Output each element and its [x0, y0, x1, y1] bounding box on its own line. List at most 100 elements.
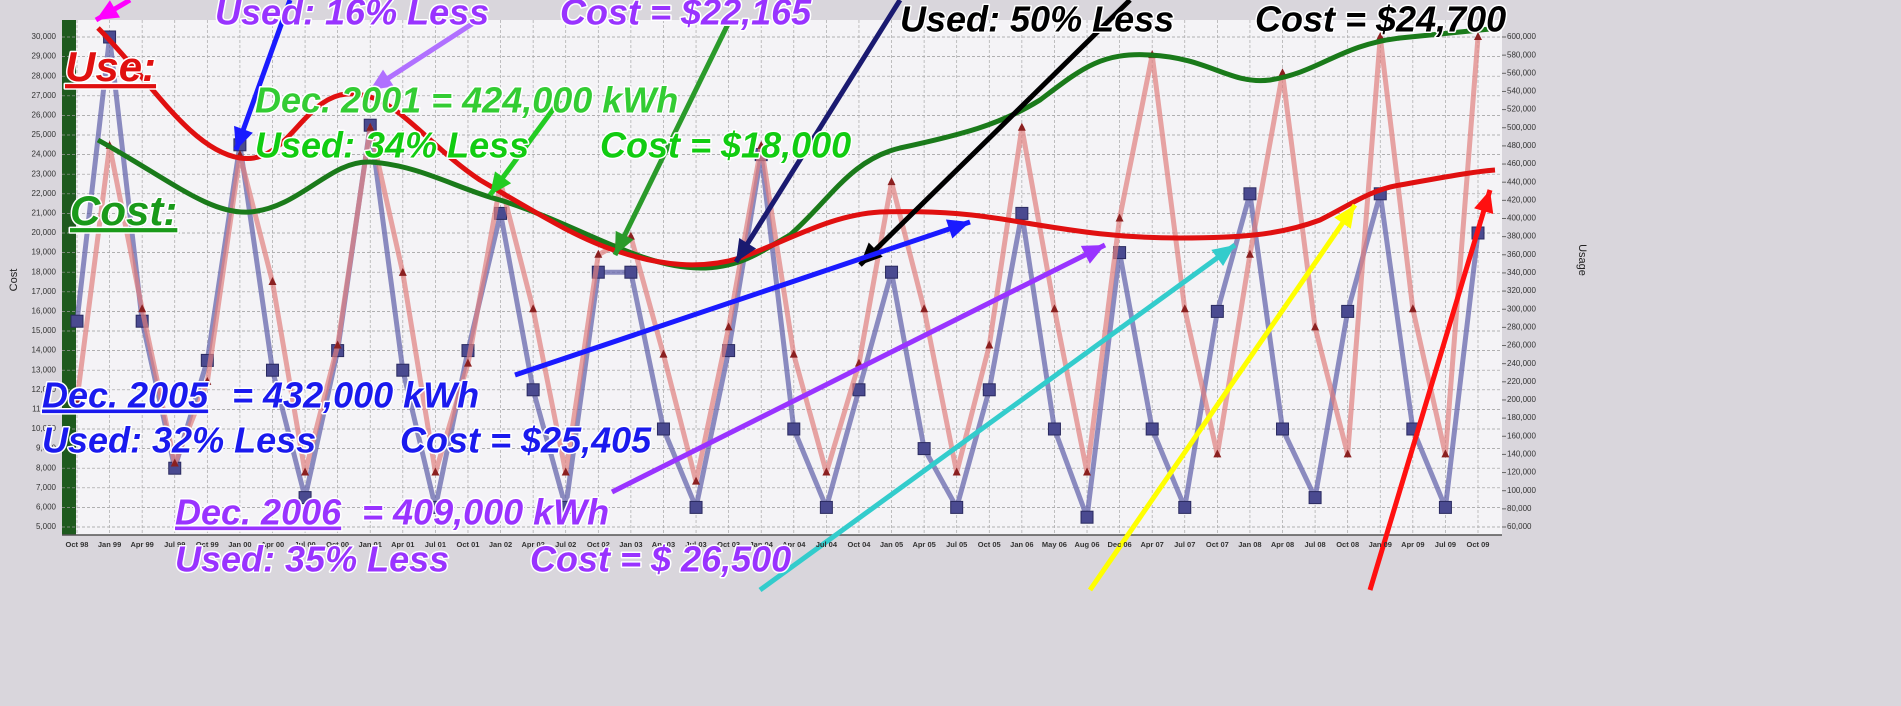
y2-tick-label: 520,000: [1507, 105, 1536, 114]
point: [1145, 422, 1159, 436]
x-tick-label: Aug 06: [1075, 540, 1100, 549]
point: [561, 467, 570, 476]
y2-tick-label: 160,000: [1507, 431, 1536, 440]
y2-tick-label: 260,000: [1507, 341, 1536, 350]
x-tick-label: Jan 06: [1010, 540, 1033, 549]
x-tick-label: Jul 00: [294, 540, 315, 549]
y-tick-label: 9,000: [36, 444, 57, 453]
point: [1050, 304, 1059, 313]
y2-tick-label: 540,000: [1507, 87, 1536, 96]
arrow: [1087, 203, 1358, 592]
x-tick-label: Jul 02: [555, 540, 576, 549]
point: [656, 422, 670, 436]
point: [1180, 304, 1189, 313]
y2-tick-label: 120,000: [1507, 468, 1536, 477]
arrow-head: [370, 69, 394, 90]
point: [689, 500, 703, 514]
point: [885, 265, 899, 279]
annotation: Used: 16% Less: [215, 0, 489, 33]
y2-tick-label: 100,000: [1507, 486, 1536, 495]
point: [1083, 467, 1092, 476]
point: [1311, 322, 1320, 331]
arrow-head: [1211, 245, 1235, 267]
annotation: Used: 35% Less: [175, 539, 449, 580]
point: [526, 383, 540, 397]
x-tick-label: Jul 99: [164, 540, 185, 549]
cost-trend: [96, 25, 1501, 271]
annotation: Cost:: [70, 187, 177, 234]
y2-tick-label: 440,000: [1507, 177, 1536, 186]
annotation: Dec. 2001 = 424,000 kWh: [255, 80, 678, 121]
point: [203, 376, 212, 385]
point: [1408, 304, 1417, 313]
y-axis-title: Cost: [8, 269, 20, 292]
point: [917, 442, 931, 456]
arrow: [758, 242, 1237, 593]
annotation: Used: 50% Less: [900, 0, 1174, 40]
point: [789, 349, 798, 358]
x-tick-label: Jan 02: [489, 540, 512, 549]
x-tick-label: May 06: [1042, 540, 1067, 549]
x-tick-label: Jan 03: [619, 540, 642, 549]
y2-tick-label: 560,000: [1507, 68, 1536, 77]
y-tick-label: 12,000: [32, 385, 57, 394]
x-tick-label: Apr 99: [130, 540, 153, 549]
x-tick-label: Oct 03: [717, 540, 740, 549]
y-tick-label: 7,000: [36, 483, 57, 492]
left-band: [62, 20, 76, 535]
x-tick-label: Oct 07: [1206, 540, 1229, 549]
x-tick-label: Jan 04: [750, 540, 774, 549]
y-tick-label: 26,000: [32, 111, 57, 120]
y-tick-label: 17,000: [32, 287, 57, 296]
annotation: Cost = $25,405: [400, 420, 652, 461]
y2-tick-label: 300,000: [1507, 304, 1536, 313]
point: [268, 277, 277, 285]
y2-tick-label: 180,000: [1507, 413, 1536, 422]
y2-tick-label: 320,000: [1507, 286, 1536, 295]
arrow: [610, 242, 1107, 495]
arrow-head: [1334, 205, 1355, 229]
y-tick-label: 29,000: [32, 52, 57, 61]
x-tick-label: Jul 07: [1174, 540, 1195, 549]
x-tick-label: Oct 04: [847, 540, 871, 549]
point: [819, 500, 833, 514]
y-tick-label: 13,000: [32, 365, 57, 374]
x-tick-label: Oct 05: [978, 540, 1001, 549]
x-tick-label: Oct 08: [1336, 540, 1359, 549]
x-tick-label: Jan 00: [228, 540, 251, 549]
x-tick-label: Oct 99: [196, 540, 219, 549]
y-tick-label: 20,000: [32, 228, 57, 237]
y-tick-label: 5,000: [36, 522, 57, 531]
y2-tick-label: 280,000: [1507, 322, 1536, 331]
x-tick-label: Apr 01: [391, 540, 414, 549]
y2-tick-label: 500,000: [1507, 123, 1536, 132]
y-tick-label: 23,000: [32, 169, 57, 178]
point: [1115, 213, 1124, 222]
point: [298, 491, 312, 505]
annotation: Use:: [65, 43, 156, 90]
annotation: Dec. 2006: [175, 492, 342, 533]
x-tick-label: Oct 02: [587, 540, 610, 549]
point: [1438, 500, 1452, 514]
point: [1015, 206, 1029, 220]
point: [431, 467, 440, 476]
annotation: = 409,000 kWh: [362, 492, 609, 533]
x-tick-label: Jan 99: [98, 540, 121, 549]
x-tick-label: Oct 00: [326, 540, 349, 549]
labels: Cost Usage 5,000 6,000 7,000 8,000 9,000 10,0…: [8, 32, 1588, 549]
point: [985, 340, 994, 349]
x-tick-label: Apr 04: [782, 540, 806, 549]
y-tick-label: 15,000: [32, 326, 57, 335]
y2-tick-label: 380,000: [1507, 232, 1536, 241]
point: [170, 458, 179, 467]
point: [428, 500, 442, 514]
y-tick-label: 24,000: [32, 150, 57, 159]
y-tick-label: 16,000: [32, 307, 57, 316]
point: [920, 304, 929, 313]
point: [1343, 449, 1352, 458]
point: [822, 467, 831, 476]
use-trend: [96, 26, 1496, 268]
point: [398, 267, 407, 276]
point: [301, 467, 310, 476]
annotation: Used: 34% Less: [255, 125, 529, 166]
